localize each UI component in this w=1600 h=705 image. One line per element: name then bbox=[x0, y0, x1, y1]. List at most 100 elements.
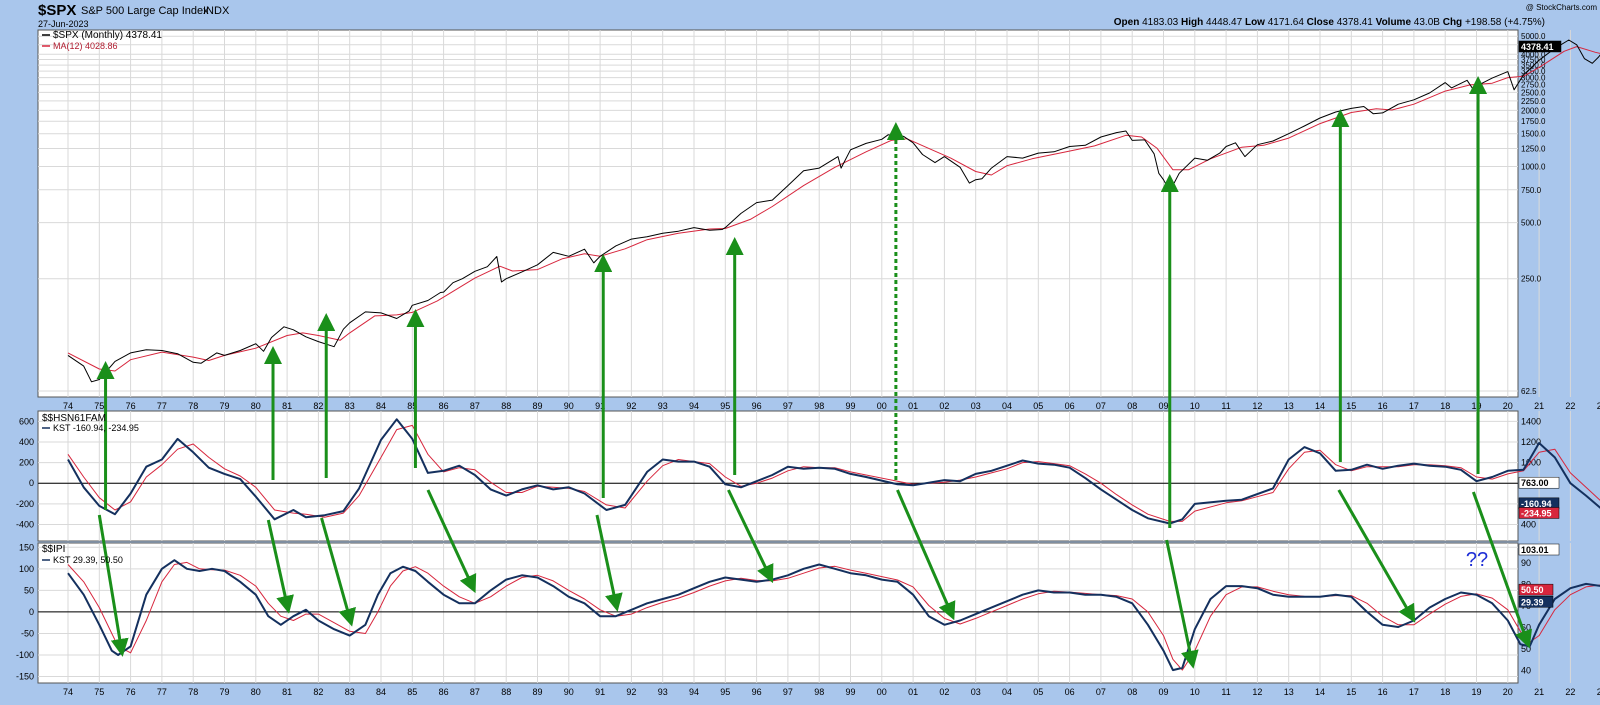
y-tick-label: 2000.0 bbox=[1521, 106, 1546, 115]
right-y-tick-label: 60 bbox=[1521, 622, 1531, 632]
ohlc-label: Low bbox=[1242, 17, 1268, 28]
x-tick-label: 84 bbox=[376, 687, 386, 697]
x-tick-label: 80 bbox=[251, 401, 261, 411]
x-tick-label: 07 bbox=[1096, 401, 1106, 411]
y-tick-label: 750.0 bbox=[1521, 186, 1542, 195]
ohlc-value: 4171.64 bbox=[1268, 17, 1305, 28]
housing-legend: $$HSN61FAM KST -160.94, -234.95 bbox=[42, 413, 139, 433]
y-tick-label: 2500.0 bbox=[1521, 88, 1546, 97]
x-tick-label: 96 bbox=[752, 687, 762, 697]
y-tick-label: 250.0 bbox=[1521, 275, 1542, 284]
x-tick-label: 15 bbox=[1346, 401, 1356, 411]
x-tick-label: 03 bbox=[971, 401, 981, 411]
x-tick-label: 14 bbox=[1315, 687, 1325, 697]
value-label-box bbox=[1518, 596, 1554, 608]
x-tick-label: 90 bbox=[564, 687, 574, 697]
value-label: -160.94 bbox=[1521, 499, 1552, 509]
x-tick-label: 99 bbox=[845, 401, 855, 411]
ohlc-value: 4183.03 bbox=[1142, 17, 1179, 28]
x-tick-label: 22 bbox=[1565, 401, 1575, 411]
x-tick-label: 06 bbox=[1065, 687, 1075, 697]
x-tick-label: 07 bbox=[1096, 687, 1106, 697]
x-tick-label: 21 bbox=[1534, 687, 1544, 697]
x-tick-label: 77 bbox=[157, 687, 167, 697]
y-tick-label: -50 bbox=[21, 628, 34, 638]
x-tick-label: 79 bbox=[219, 401, 229, 411]
x-tick-label: 87 bbox=[470, 401, 480, 411]
x-tick-label: 95 bbox=[720, 687, 730, 697]
green-arrow bbox=[1165, 539, 1199, 669]
value-label-box bbox=[1518, 583, 1554, 596]
x-tick-label: 17 bbox=[1409, 401, 1419, 411]
x-tick-label: 83 bbox=[345, 401, 355, 411]
y-tick-label: 50 bbox=[24, 585, 34, 595]
x-tick-label: 75 bbox=[94, 401, 104, 411]
x-tick-label: 14 bbox=[1315, 401, 1325, 411]
symbol: $SPX bbox=[38, 2, 76, 19]
ohlc-value: 43.0B bbox=[1414, 17, 1440, 28]
x-tick-label: 13 bbox=[1284, 401, 1294, 411]
y-tick-label: 0 bbox=[29, 478, 34, 488]
right-y-tick-label: 400 bbox=[1521, 519, 1536, 529]
x-tick-label: 91 bbox=[595, 401, 605, 411]
x-tick-label: 04 bbox=[1002, 401, 1012, 411]
x-tick-label: 77 bbox=[157, 401, 167, 411]
x-tick-label: 94 bbox=[689, 401, 699, 411]
x-tick-label: 16 bbox=[1378, 401, 1388, 411]
x-tick-label: 89 bbox=[532, 401, 542, 411]
x-tick-label: 22 bbox=[1565, 687, 1575, 697]
x-tick-label: 93 bbox=[658, 401, 668, 411]
value-label-box bbox=[1518, 543, 1560, 556]
right-y-tick-label: 50 bbox=[1521, 644, 1531, 654]
ipi-kst-legend: KST 29.39, 50.50 bbox=[53, 555, 123, 565]
green-arrow bbox=[320, 517, 356, 627]
x-tick-label: 10 bbox=[1190, 401, 1200, 411]
x-tick-label: 05 bbox=[1033, 687, 1043, 697]
x-tick-label: 84 bbox=[376, 401, 386, 411]
green-arrow bbox=[97, 514, 129, 657]
x-tick-label: 78 bbox=[188, 687, 198, 697]
x-tick-label: 83 bbox=[345, 687, 355, 697]
legend-ma: MA(12) 4028.86 bbox=[53, 41, 118, 51]
x-tick-label: 18 bbox=[1440, 687, 1450, 697]
y-tick-label: 62.5 bbox=[1521, 387, 1537, 396]
x-tick-label: 98 bbox=[814, 401, 824, 411]
x-tick-label: 08 bbox=[1127, 687, 1137, 697]
x-tick-label: 86 bbox=[439, 401, 449, 411]
x-tick-label: 86 bbox=[439, 687, 449, 697]
y-tick-label: 1000.0 bbox=[1521, 163, 1546, 172]
ipi-legend: $$IPI KST 29.39, 50.50 bbox=[42, 544, 123, 565]
chart-header: $SPX S&P 500 Large Cap Index INDX 27-Jun… bbox=[38, 2, 1597, 29]
series-line-ma12 bbox=[67, 46, 1600, 372]
ohlc-label: Open bbox=[1114, 17, 1142, 28]
x-tick-label: 19 bbox=[1471, 401, 1481, 411]
green-arrow bbox=[266, 519, 294, 614]
signal-arrows bbox=[96, 76, 1533, 669]
value-label: -234.95 bbox=[1521, 508, 1552, 518]
ohlc-readout: Open 4183.03 High 4448.47 Low 4171.64 Cl… bbox=[1114, 17, 1545, 28]
x-tick-label: 00 bbox=[877, 401, 887, 411]
x-tick-label: 04 bbox=[1002, 687, 1012, 697]
x-tick-label: 17 bbox=[1409, 687, 1419, 697]
y-tick-label: 1500.0 bbox=[1521, 130, 1546, 139]
x-tick-label: 10 bbox=[1190, 687, 1200, 697]
y-tick-label: -400 bbox=[16, 519, 34, 529]
x-tick-label: 19 bbox=[1471, 687, 1481, 697]
credit: @ StockCharts.com bbox=[1526, 3, 1598, 12]
x-tick-label: 02 bbox=[939, 401, 949, 411]
ipi-kst-panel bbox=[37, 542, 1519, 684]
x-tick-label: 02 bbox=[939, 687, 949, 697]
series bbox=[67, 39, 1600, 672]
exchange: INDX bbox=[203, 5, 230, 17]
y-tick-label: 1750.0 bbox=[1521, 117, 1546, 126]
grid bbox=[38, 30, 1571, 683]
series-line-kst bbox=[67, 418, 1600, 525]
ohlc-value: 4378.41 bbox=[1337, 17, 1374, 28]
y-tick-label: 5000.0 bbox=[1521, 32, 1546, 41]
x-tick-label: 08 bbox=[1127, 401, 1137, 411]
x-tick-label: 87 bbox=[470, 687, 480, 697]
green-arrow bbox=[595, 514, 623, 612]
question-marks: ?? bbox=[1466, 549, 1488, 571]
value-label: 103.01 bbox=[1521, 545, 1549, 555]
